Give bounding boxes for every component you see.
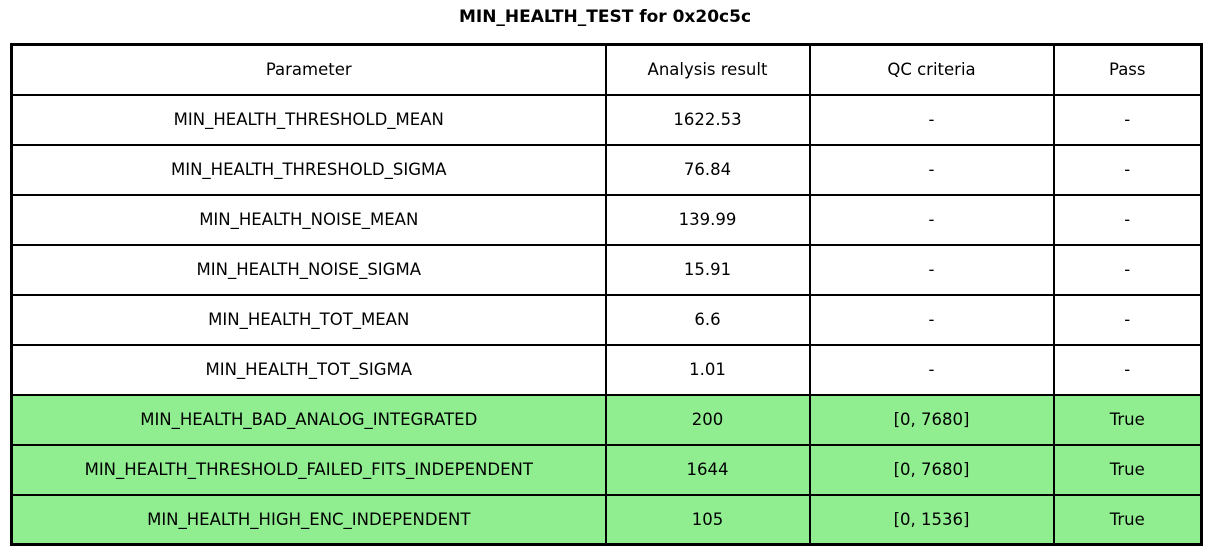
table-row: MIN_HEALTH_THRESHOLD_SIGMA 76.84 - - <box>10 143 1203 196</box>
cell-pass: - <box>1052 93 1203 146</box>
cell-pass: - <box>1052 243 1203 296</box>
cell-qc-criteria: - <box>808 343 1055 396</box>
cell-parameter: MIN_HEALTH_NOISE_MEAN <box>10 193 607 246</box>
table-row-passed: MIN_HEALTH_HIGH_ENC_INDEPENDENT 105 [0, … <box>10 493 1203 546</box>
cell-pass: - <box>1052 143 1203 196</box>
cell-analysis-result: 105 <box>604 493 811 546</box>
cell-pass: - <box>1052 193 1203 246</box>
column-header-analysis-result: Analysis result <box>604 43 811 96</box>
cell-parameter: MIN_HEALTH_HIGH_ENC_INDEPENDENT <box>10 493 607 546</box>
cell-parameter: MIN_HEALTH_THRESHOLD_MEAN <box>10 93 607 146</box>
cell-qc-criteria: - <box>808 143 1055 196</box>
cell-analysis-result: 1.01 <box>604 343 811 396</box>
cell-qc-criteria: [0, 1536] <box>808 493 1055 546</box>
cell-analysis-result: 139.99 <box>604 193 811 246</box>
cell-analysis-result: 1622.53 <box>604 93 811 146</box>
cell-qc-criteria: - <box>808 293 1055 346</box>
table-row-passed: MIN_HEALTH_BAD_ANALOG_INTEGRATED 200 [0,… <box>10 393 1203 446</box>
cell-analysis-result: 15.91 <box>604 243 811 296</box>
table-row: MIN_HEALTH_TOT_SIGMA 1.01 - - <box>10 343 1203 396</box>
column-header-parameter: Parameter <box>10 43 607 96</box>
cell-pass: - <box>1052 343 1203 396</box>
cell-pass: True <box>1052 393 1203 446</box>
cell-parameter: MIN_HEALTH_THRESHOLD_SIGMA <box>10 143 607 196</box>
cell-pass: - <box>1052 293 1203 346</box>
table-row: MIN_HEALTH_NOISE_SIGMA 15.91 - - <box>10 243 1203 296</box>
cell-analysis-result: 76.84 <box>604 143 811 196</box>
page-title: MIN_HEALTH_TEST for 0x20c5c <box>458 7 752 27</box>
cell-parameter: MIN_HEALTH_TOT_SIGMA <box>10 343 607 396</box>
table-row: MIN_HEALTH_NOISE_MEAN 139.99 - - <box>10 193 1203 246</box>
cell-analysis-result: 200 <box>604 393 811 446</box>
cell-parameter: MIN_HEALTH_NOISE_SIGMA <box>10 243 607 296</box>
cell-parameter: MIN_HEALTH_TOT_MEAN <box>10 293 607 346</box>
cell-qc-criteria: - <box>808 243 1055 296</box>
cell-qc-criteria: - <box>808 193 1055 246</box>
cell-parameter: MIN_HEALTH_BAD_ANALOG_INTEGRATED <box>10 393 607 446</box>
cell-qc-criteria: [0, 7680] <box>808 393 1055 446</box>
table-row: MIN_HEALTH_THRESHOLD_MEAN 1622.53 - - <box>10 93 1203 146</box>
table-row-passed: MIN_HEALTH_THRESHOLD_FAILED_FITS_INDEPEN… <box>10 443 1203 496</box>
cell-parameter: MIN_HEALTH_THRESHOLD_FAILED_FITS_INDEPEN… <box>10 443 607 496</box>
cell-pass: True <box>1052 443 1203 496</box>
cell-pass: True <box>1052 493 1203 546</box>
table-row: MIN_HEALTH_TOT_MEAN 6.6 - - <box>10 293 1203 346</box>
cell-analysis-result: 1644 <box>604 443 811 496</box>
cell-analysis-result: 6.6 <box>604 293 811 346</box>
column-header-qc-criteria: QC criteria <box>808 43 1055 96</box>
cell-qc-criteria: - <box>808 93 1055 146</box>
cell-qc-criteria: [0, 7680] <box>808 443 1055 496</box>
column-header-pass: Pass <box>1052 43 1203 96</box>
qc-results-table: Parameter Analysis result QC criteria Pa… <box>10 43 1203 546</box>
header-row: Parameter Analysis result QC criteria Pa… <box>10 43 1203 96</box>
